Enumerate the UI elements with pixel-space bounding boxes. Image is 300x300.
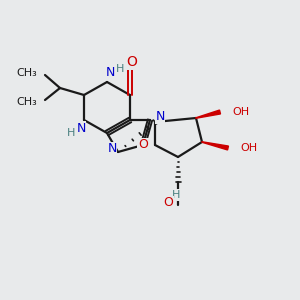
Text: O: O [163,196,173,209]
Text: OH: OH [240,143,257,153]
Text: H: H [67,128,75,138]
Text: O: O [138,139,148,152]
Polygon shape [196,110,220,118]
Text: H: H [172,190,180,200]
Text: CH₃: CH₃ [16,97,37,107]
Text: O: O [127,55,137,69]
Text: N: N [155,110,165,124]
Text: OH: OH [232,107,249,117]
Text: H: H [116,64,124,74]
Text: N: N [107,142,117,155]
Text: N: N [105,65,115,79]
Polygon shape [202,142,228,150]
Text: N: N [76,122,86,134]
Text: CH₃: CH₃ [16,68,37,78]
